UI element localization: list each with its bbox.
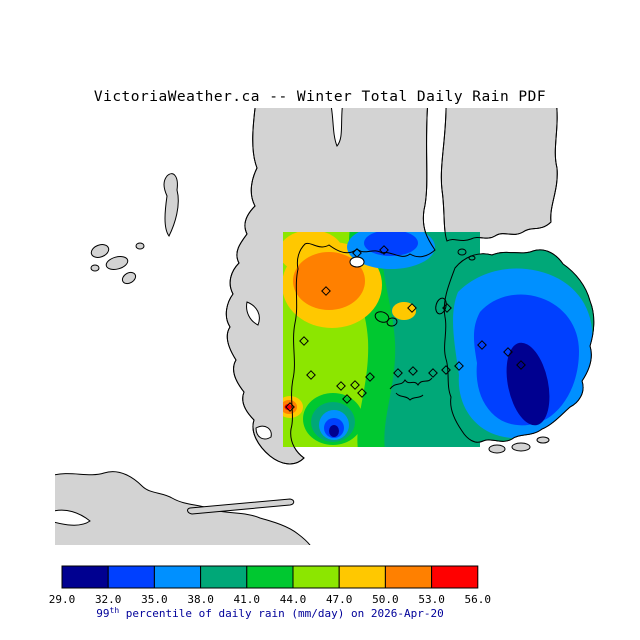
station-marker bbox=[321, 286, 331, 296]
station-marker bbox=[503, 347, 513, 357]
caption-rest: percentile of daily rain (mm/day) on 202… bbox=[119, 607, 444, 620]
station-marker bbox=[477, 340, 487, 350]
inlet bbox=[246, 301, 260, 326]
contour-orange-core bbox=[293, 252, 365, 310]
colorbar-segment bbox=[384, 565, 433, 589]
harbour-coastline bbox=[389, 377, 433, 401]
colorbar-segment bbox=[153, 565, 202, 589]
islet-outline bbox=[457, 248, 467, 256]
colorbar-tick-label: 38.0 bbox=[187, 593, 214, 606]
station-marker bbox=[428, 368, 438, 378]
contour-island-navy-core bbox=[506, 342, 550, 426]
colorbar-segment bbox=[246, 565, 294, 589]
small-island bbox=[105, 256, 129, 270]
contour-bottom-blob-navy bbox=[329, 425, 339, 437]
colorbar-tick-label: 41.0 bbox=[234, 593, 261, 606]
colorbar-caption: 99th percentile of daily rain (mm/day) o… bbox=[96, 606, 443, 620]
station-marker bbox=[350, 380, 360, 390]
colorbar-segment bbox=[292, 565, 340, 589]
station-markers bbox=[285, 245, 526, 412]
station-marker bbox=[393, 368, 403, 378]
plot-title: VictoriaWeather.ca -- Winter Total Daily… bbox=[94, 89, 546, 105]
small-island bbox=[90, 264, 100, 272]
colorbar-tick-label: 53.0 bbox=[418, 593, 445, 606]
small-island bbox=[536, 436, 550, 444]
station-marker bbox=[407, 303, 417, 313]
lake bbox=[349, 256, 365, 268]
small-island bbox=[511, 442, 531, 452]
colorbar-segment bbox=[61, 565, 109, 589]
small-island bbox=[121, 271, 137, 285]
caption-superscript: th bbox=[110, 606, 120, 615]
station-marker bbox=[357, 388, 367, 398]
islet-outline bbox=[468, 255, 476, 261]
station-marker bbox=[408, 366, 418, 376]
station-marker bbox=[379, 245, 389, 255]
colorbar-tick-label: 44.0 bbox=[280, 593, 307, 606]
colorbar-segment bbox=[107, 565, 155, 589]
station-marker bbox=[454, 361, 464, 371]
station-marker bbox=[285, 402, 295, 412]
station-marker bbox=[306, 370, 316, 380]
colorbar-segment bbox=[338, 565, 386, 589]
small-island bbox=[90, 244, 110, 258]
landmass-south-coast bbox=[55, 471, 311, 545]
contour-field bbox=[283, 232, 594, 447]
small-island bbox=[135, 242, 145, 250]
colorbar-tick-label: 50.0 bbox=[372, 593, 399, 606]
inlet bbox=[330, 108, 343, 147]
station-marker bbox=[352, 248, 362, 258]
colorbar-segment bbox=[200, 565, 248, 589]
colorbar-segments bbox=[61, 565, 479, 589]
colorbar-tick-label: 29.0 bbox=[49, 593, 76, 606]
colorbar-tick-label: 35.0 bbox=[141, 593, 168, 606]
contour-blue-blob-top-core bbox=[364, 232, 418, 256]
colorbar: 29.0 32.0 35.0 38.0 41.0 44.0 47.0 50.0 53.0 56.0… bbox=[49, 565, 491, 620]
station-marker bbox=[342, 394, 352, 404]
station-marker bbox=[441, 365, 451, 375]
islet-outline bbox=[386, 317, 398, 327]
station-marker bbox=[365, 372, 375, 382]
spit-island bbox=[187, 498, 295, 515]
small-island-skinny bbox=[163, 173, 179, 237]
small-island bbox=[488, 444, 506, 454]
bay bbox=[55, 509, 91, 526]
station-marker bbox=[299, 336, 309, 346]
station-marker bbox=[516, 360, 526, 370]
colorbar-tick-label: 32.0 bbox=[95, 593, 122, 606]
inlet bbox=[255, 425, 272, 440]
colorbar-tick-label: 47.0 bbox=[326, 593, 353, 606]
colorbar-ticks: 29.0 32.0 35.0 38.0 41.0 44.0 47.0 50.0 53.0 56.0 bbox=[49, 593, 491, 606]
station-marker bbox=[336, 381, 346, 391]
land-layer bbox=[55, 108, 595, 545]
contour-left-spot-red bbox=[284, 404, 292, 410]
islet-outline bbox=[435, 297, 447, 315]
landmass-peninsula-east bbox=[440, 108, 558, 242]
station-marker bbox=[442, 303, 452, 313]
colorbar-segment bbox=[431, 565, 479, 589]
caption-base: 99 bbox=[96, 607, 109, 620]
colorbar-tick-label: 56.0 bbox=[465, 593, 492, 606]
